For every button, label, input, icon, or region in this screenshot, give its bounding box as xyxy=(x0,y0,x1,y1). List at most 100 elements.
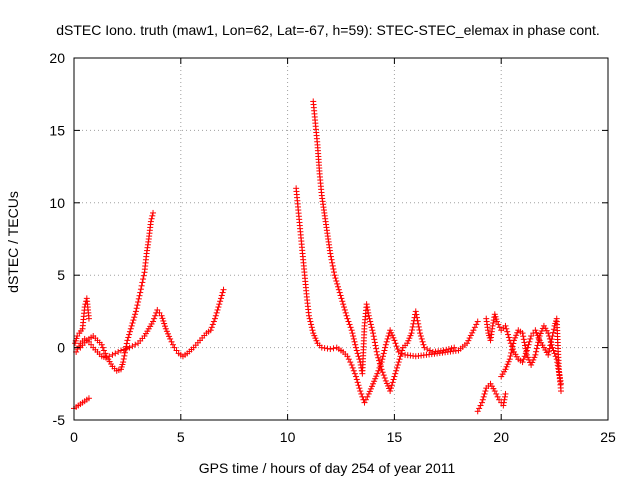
data-point xyxy=(558,388,565,395)
data-point xyxy=(520,356,527,363)
data-point xyxy=(306,315,313,322)
data-point xyxy=(355,382,362,389)
data-point xyxy=(380,372,387,379)
data-point xyxy=(335,286,342,293)
data-point xyxy=(443,346,450,353)
data-point xyxy=(372,375,379,382)
data-point xyxy=(376,357,383,364)
data-point xyxy=(109,351,116,358)
data-point xyxy=(392,370,399,377)
data-point xyxy=(152,312,159,319)
data-point xyxy=(414,317,421,324)
data-point xyxy=(546,345,553,352)
data-point xyxy=(514,329,521,336)
data-point xyxy=(349,364,356,371)
data-point xyxy=(380,353,387,360)
y-axis: -5 0 5 10 15 20 xyxy=(49,50,608,428)
data-point xyxy=(327,250,334,257)
data-point xyxy=(440,347,447,354)
data-point xyxy=(214,306,221,313)
data-point xyxy=(329,262,336,269)
data-point xyxy=(348,361,355,368)
data-point xyxy=(533,329,540,336)
data-point xyxy=(343,312,350,319)
data-point xyxy=(501,393,508,400)
data-point xyxy=(212,312,219,319)
data-point xyxy=(356,385,363,392)
data-point xyxy=(466,335,473,342)
data-point xyxy=(364,304,371,311)
data-point xyxy=(332,275,339,282)
data-point xyxy=(330,345,337,352)
data-point xyxy=(493,390,500,397)
data-point xyxy=(167,335,174,342)
data-point xyxy=(502,322,509,329)
data-point xyxy=(345,318,352,325)
data-point xyxy=(346,321,353,328)
data-point xyxy=(388,382,395,389)
data-point xyxy=(340,301,347,308)
data-point xyxy=(536,333,543,340)
data-point xyxy=(507,353,514,360)
data-point xyxy=(334,280,341,287)
data-point xyxy=(465,337,472,344)
data-point xyxy=(311,332,318,339)
grid xyxy=(74,58,608,420)
data-point xyxy=(417,330,424,337)
data-point xyxy=(521,339,528,346)
data-point xyxy=(389,332,396,339)
data-point xyxy=(479,396,486,403)
data-point xyxy=(391,373,398,380)
data-point xyxy=(490,319,497,326)
data-point xyxy=(416,327,423,334)
data-point xyxy=(169,341,176,348)
data-point xyxy=(219,289,226,296)
data-point xyxy=(412,308,419,315)
data-point xyxy=(523,348,530,355)
y-tick-label: 10 xyxy=(49,195,65,211)
data-point xyxy=(115,348,122,355)
data-point xyxy=(164,330,171,337)
data-point xyxy=(534,342,541,349)
data-point xyxy=(347,324,354,331)
data-point xyxy=(352,344,359,351)
data-point xyxy=(313,337,320,344)
data-point xyxy=(312,335,319,342)
data-point xyxy=(407,332,414,339)
data-point xyxy=(350,367,357,374)
data-point xyxy=(476,405,483,412)
data-point xyxy=(330,269,337,276)
data-point xyxy=(347,359,354,366)
data-point xyxy=(357,388,364,395)
data-point xyxy=(406,335,413,342)
data-point xyxy=(207,327,214,334)
data-point xyxy=(371,336,378,343)
data-point xyxy=(327,346,334,353)
data-point xyxy=(392,340,399,347)
data-point xyxy=(464,340,471,347)
data-point xyxy=(217,295,224,302)
data-point xyxy=(551,350,558,357)
data-point xyxy=(75,343,82,350)
data-point xyxy=(121,352,128,359)
y-tick-label: -5 xyxy=(53,412,66,428)
data-point xyxy=(365,390,372,397)
data-point xyxy=(501,396,508,403)
data-point xyxy=(150,318,157,325)
data-point xyxy=(374,351,381,358)
data-point xyxy=(491,388,498,395)
data-point xyxy=(481,390,488,397)
data-point xyxy=(508,346,515,353)
data-point xyxy=(393,364,400,371)
data-point xyxy=(509,343,516,350)
data-point xyxy=(373,348,380,355)
data-point xyxy=(550,347,557,354)
data-point xyxy=(396,356,403,363)
data-point xyxy=(554,359,561,366)
data-point xyxy=(477,402,484,409)
data-point xyxy=(448,345,455,352)
x-axis: 0 5 10 15 20 25 xyxy=(70,58,616,445)
data-point xyxy=(341,306,348,313)
data-point xyxy=(370,380,377,387)
data-point xyxy=(409,327,416,334)
